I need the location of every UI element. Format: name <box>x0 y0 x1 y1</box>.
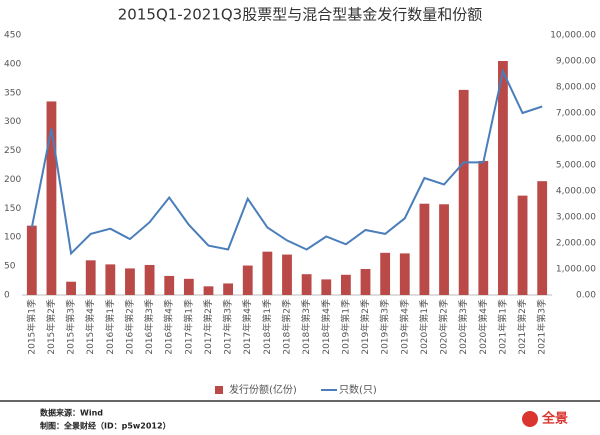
x-tick-label: 2018年第3季 <box>300 299 312 355</box>
bar <box>26 225 37 295</box>
bar <box>262 251 273 295</box>
y2-tick-label: 1,000.00 <box>556 265 596 275</box>
bar <box>242 265 253 295</box>
x-tick-label: 2017年第4季 <box>241 299 253 355</box>
y-tick-label: 450 <box>4 31 21 41</box>
x-tick-label: 2015年第4季 <box>84 299 96 355</box>
x-tick-label: 2020年第1季 <box>418 299 430 355</box>
bar <box>46 101 57 295</box>
bar <box>439 204 449 295</box>
y-tick-label: 50 <box>4 262 16 272</box>
x-tick-label: 2019年第4季 <box>398 299 410 355</box>
footer-credit: 制图：全景财经（ID：p5w2012） <box>40 421 171 431</box>
y-tick-label: 350 <box>4 88 21 98</box>
bar <box>380 252 391 295</box>
bar <box>144 264 155 295</box>
x-tick-label: 2021年第3季 <box>536 299 548 355</box>
y2-tick-label: 10,000.00 <box>550 31 596 41</box>
y2-tick-label: 3,000.00 <box>556 213 596 223</box>
y-tick-label: 300 <box>4 117 21 127</box>
bar <box>125 268 135 295</box>
x-tick-label: 2018年第1季 <box>261 299 273 355</box>
bar <box>419 203 430 295</box>
line <box>30 68 543 256</box>
bar <box>517 195 528 295</box>
x-tick-label: 2015年第3季 <box>65 299 77 355</box>
y-tick-label: 100 <box>4 233 21 243</box>
bar <box>478 160 489 295</box>
y-tick-label: 0 <box>4 291 10 301</box>
bar <box>399 253 410 295</box>
bar <box>223 283 234 295</box>
x-tick-label: 2016年第2季 <box>123 299 135 355</box>
x-tick-label: 2018年第2季 <box>281 299 293 355</box>
bar <box>183 278 194 295</box>
bar <box>360 269 371 295</box>
x-tick-label: 2018年第4季 <box>320 299 332 355</box>
x-tick-label: 2015年第1季 <box>25 299 37 355</box>
bar <box>498 61 508 295</box>
x-tick-label: 2017年第2季 <box>202 299 214 355</box>
y-tick-label: 150 <box>4 204 21 214</box>
x-tick-label: 2020年第4季 <box>477 299 489 355</box>
x-tick-label: 2020年第3季 <box>457 299 469 355</box>
bar <box>164 275 175 295</box>
bar <box>458 89 469 295</box>
x-tick-label: 2016年第4季 <box>163 299 175 355</box>
x-tick-label: 2019年第2季 <box>359 299 371 355</box>
bar <box>321 279 332 295</box>
bar <box>203 286 214 295</box>
x-tick-label: 2020年第2季 <box>438 299 450 355</box>
y2-tick-label: 0.00 <box>576 291 596 301</box>
bar <box>537 181 548 295</box>
bar <box>85 260 96 295</box>
bar <box>301 274 312 295</box>
legend-swatch <box>215 386 223 394</box>
x-tick-label: 2017年第1季 <box>182 299 194 355</box>
x-tick-label: 2021年第1季 <box>496 299 508 355</box>
bar <box>105 264 116 295</box>
y2-tick-label: 2,000.00 <box>556 239 596 249</box>
y-tick-label: 400 <box>4 59 21 69</box>
legend-label: 只数(只) <box>339 383 377 396</box>
y2-tick-label: 7,000.00 <box>556 109 596 119</box>
logo-icon <box>522 411 538 427</box>
y-tick-label: 200 <box>4 175 21 185</box>
y-tick-label: 250 <box>4 146 21 156</box>
y2-tick-label: 6,000.00 <box>556 135 596 145</box>
bar <box>340 274 351 295</box>
x-tick-label: 2016年第3季 <box>143 299 155 355</box>
legend-label: 发行份额(亿份) <box>229 383 297 396</box>
logo-text: 全景 <box>541 411 568 427</box>
x-tick-label: 2021年第2季 <box>516 299 528 355</box>
bar <box>66 281 76 295</box>
y2-tick-label: 5,000.00 <box>556 161 596 171</box>
x-tick-label: 2016年第1季 <box>104 299 116 355</box>
y2-tick-label: 9,000.00 <box>556 57 596 67</box>
x-tick-label: 2019年第3季 <box>379 299 391 355</box>
footer-source: 数据来源：Wind <box>40 408 103 418</box>
y2-tick-label: 4,000.00 <box>556 187 596 197</box>
bar <box>282 254 292 295</box>
y2-tick-label: 8,000.00 <box>556 83 596 93</box>
x-tick-label: 2015年第2季 <box>45 299 57 355</box>
chart-title: 2015Q1-2021Q3股票型与混合型基金发行数量和份额 <box>118 6 482 24</box>
x-tick-label: 2019年第1季 <box>339 299 351 355</box>
x-tick-label: 2017年第3季 <box>222 299 234 355</box>
